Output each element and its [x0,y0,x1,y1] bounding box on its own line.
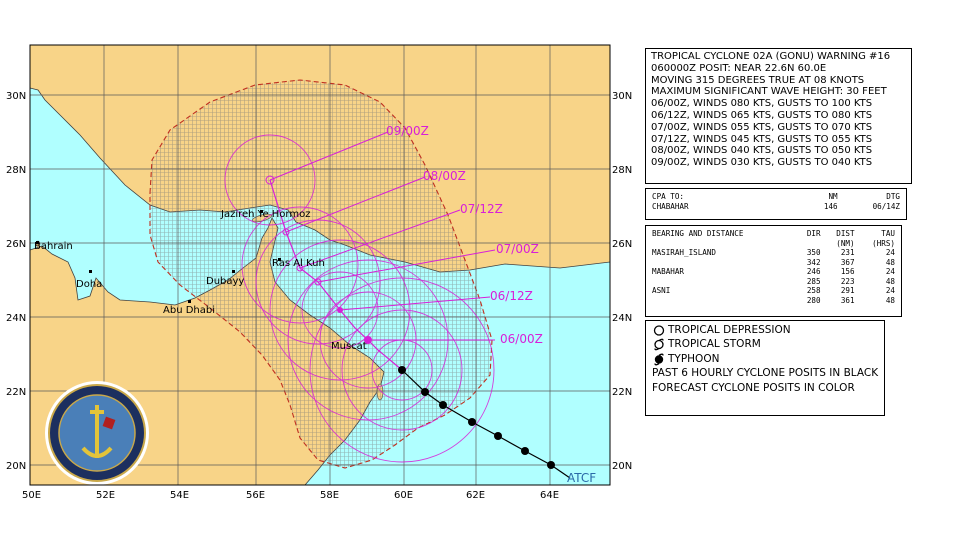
place-bahrain: Bahrain [34,241,73,252]
tropical-storm-icon [654,338,664,351]
svg-text:26N: 26N [612,239,632,250]
legend-label-typhoon: TYPHOON [668,352,720,365]
bearing-header-units-row: (NM) (HRS) [652,239,895,249]
place-abu-dhabi: Abu Dhabi [163,305,215,316]
legend-note-forecast: FORECAST CYCLONE POSITS IN COLOR [652,381,855,394]
cpa-nm: 146 [823,201,838,211]
svg-text:50E: 50E [22,490,41,501]
svg-text:28N: 28N [6,165,26,176]
place-jazireh: Jazireh Ye Hormoz [220,209,310,220]
cpa-row: CHABAHAR 146 06/14Z [652,202,900,212]
svg-text:30N: 30N [612,91,632,102]
svg-text:28N: 28N [612,165,632,176]
warning-line: 09/00Z, WINDS 030 KTS, GUSTS TO 040 KTS [651,157,873,169]
forecast-leaders [269,131,496,341]
forecast-label-0612: 06/12Z [490,289,533,303]
atcf-label: ATCF [567,471,596,485]
legend-panel: TROPICAL DEPRESSION TROPICAL STORM TYPHO… [645,320,885,416]
jtwc-seal-logo [45,381,149,485]
svg-text:22N: 22N [6,387,26,398]
forecast-positions [265,175,372,344]
forecast-label-0800: 08/00Z [423,169,466,183]
forecast-position-0612 [337,307,343,313]
legend-note-past: PAST 6 HOURLY CYCLONE POSITS IN BLACK [652,367,879,380]
forecast-position-0700 [314,278,322,286]
bearing-header-tau: TAU [881,229,895,238]
forecast-position-0600 [364,336,372,344]
city-markers [36,210,281,303]
lon-labels: 50E 52E 54E 56E 58E 60E 62E 64E [22,490,559,501]
legend-row-depression: TROPICAL DEPRESSION [652,323,878,337]
place-doha: Doha [76,279,102,290]
warning-title: TROPICAL CYCLONE 02A (GONU) WARNING #16 [651,51,891,62]
bearing-header-label: BEARING AND DISTANCE [652,229,744,238]
forecast-position-0800 [282,228,290,236]
cpa-header-dtg: DTG [886,192,900,201]
forecast-position-0712 [296,264,304,272]
cpa-place: CHABAHAR [652,201,689,211]
svg-text:24N: 24N [6,313,26,324]
bearing-distance-panel: BEARING AND DISTANCE DIR DIST TAU (NM) (… [645,225,902,317]
warning-line: 06/00Z, WINDS 080 KTS, GUSTS TO 100 KTS [651,98,873,110]
forecast-position-0900 [265,175,275,185]
svg-text:62E: 62E [466,490,485,501]
cyclone-track-map: Bahrain Doha Abu Dhabi Dubayy Jazireh Ye… [6,44,632,501]
svg-text:20N: 20N [6,461,26,472]
svg-text:52E: 52E [96,490,115,501]
warning-line: MOVING 315 DEGREES TRUE AT 08 KNOTS [651,74,865,86]
warning-panel: TROPICAL CYCLONE 02A (GONU) WARNING #16 … [645,48,912,184]
tropical-depression-icon [653,325,665,336]
cpa-panel: CPA TO: NM DTG CHABAHAR 146 06/14Z [645,188,907,220]
legend-row-typhoon: TYPHOON [652,352,878,366]
svg-text:24N: 24N [612,313,632,324]
bearing-row: 285 223 48 [806,276,895,286]
forecast-label-0712: 07/12Z [460,202,503,216]
svg-text:58E: 58E [320,490,339,501]
svg-text:20N: 20N [612,461,632,472]
typhoon-icon [654,353,664,365]
cpa-header-row: CPA TO: NM DTG [652,192,900,202]
svg-text:64E: 64E [540,490,559,501]
warning-line: 08/00Z, WINDS 040 KTS, GUSTS TO 050 KTS [651,145,873,157]
legend-label-storm: TROPICAL STORM [668,338,761,351]
bearing-row: 342 367 48 [806,257,895,267]
svg-text:22N: 22N [612,387,632,398]
place-ras-al-kuh: Ras Al Kuh [272,258,325,269]
lat-labels-right: 30N 28N 26N 24N 22N 20N [612,91,632,472]
danger-area [149,79,493,469]
lat-labels-left: 30N 28N 26N 24N 22N 20N [6,91,26,472]
forecast-label-0600: 06/00Z [500,332,543,346]
bearing-header-dist-unit: (NM) [836,238,855,248]
wind-radii [224,134,495,463]
warning-line: 07/12Z, WINDS 045 KTS, GUSTS TO 055 KTS [651,133,873,145]
cpa-dtg: 06/14Z [872,201,900,211]
forecast-label-0700: 07/00Z [496,242,539,256]
forecast-label-0900: 09/00Z [386,124,429,138]
bearing-row: ASNI 258 291 24 [652,286,895,295]
legend-row-storm: TROPICAL STORM [652,337,878,351]
past-positions [398,366,555,469]
map-frame [29,44,611,486]
warning-line: 07/00Z, WINDS 055 KTS, GUSTS TO 070 KTS [651,121,873,133]
warning-line: MAXIMUM SIGNIFICANT WAVE HEIGHT: 30 FEET [651,86,887,98]
bearing-row: MASIRAH_ISLAND 350 231 24 [652,248,895,257]
cpa-header-nm: NM [828,192,838,201]
legend-label-depression: TROPICAL DEPRESSION [668,324,791,336]
bearing-header-dir: DIR [806,229,821,238]
bearing-row: 280 361 48 [806,295,895,305]
svg-text:60E: 60E [394,490,413,501]
bearing-row: MABAHAR 246 156 24 [652,267,895,276]
svg-text:54E: 54E [170,490,189,501]
cpa-header-label: CPA TO: [652,192,685,201]
warning-line: 060000Z POSIT: NEAR 22.6N 60.0E [651,62,827,74]
svg-text:30N: 30N [6,91,26,102]
place-muscat: Muscat [331,341,367,352]
bearing-header-dist: DIST [836,229,855,238]
bearing-header-row: BEARING AND DISTANCE DIR DIST TAU [652,229,895,239]
svg-text:56E: 56E [246,490,265,501]
svg-text:26N: 26N [6,239,26,250]
warning-line: 06/12Z, WINDS 065 KTS, GUSTS TO 080 KTS [651,109,873,121]
place-dubayy: Dubayy [206,276,244,287]
bearing-header-tau-unit: (HRS) [872,238,895,248]
